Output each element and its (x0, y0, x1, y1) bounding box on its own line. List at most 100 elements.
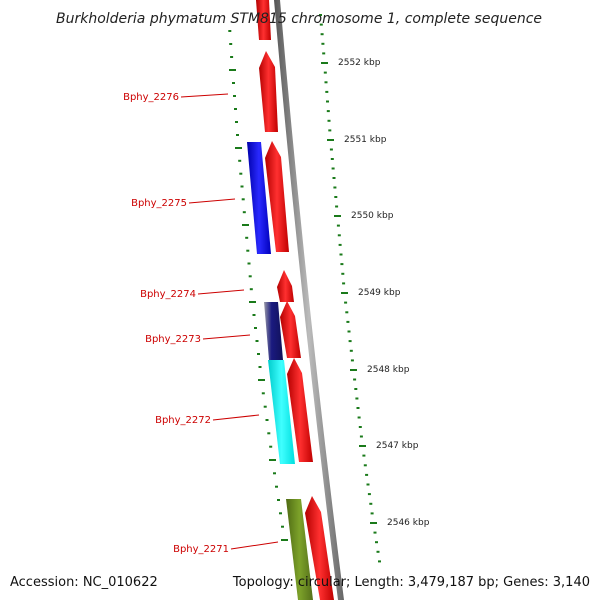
inner-tick-minor (273, 472, 276, 475)
inner-tick-minor (239, 172, 243, 175)
scale-tick-minor (340, 263, 344, 266)
scale-tick-minor (345, 311, 349, 314)
scale-tick-minor (319, 14, 322, 16)
gene-leader-line (188, 198, 236, 204)
chart-title: Burkholderia phymatum STM815 chromosome … (56, 11, 542, 27)
gene-arrow-top-partial (256, 0, 271, 40)
inner-tick-minor (257, 353, 260, 355)
scale-tick-minor (350, 359, 354, 362)
scale-tick-minor (359, 435, 363, 438)
scale-tick-minor (366, 483, 370, 486)
inner-tick-minor (258, 366, 262, 368)
scale-tick-minor (332, 177, 336, 179)
scale-tick-minor (326, 110, 330, 113)
inner-tick-minor (275, 485, 278, 488)
scale-tick-minor (357, 416, 361, 419)
scale-tick-minor (349, 349, 353, 352)
gene-label-bphy-2271[interactable]: Bphy_2271 (173, 544, 229, 555)
scale-tick-major (327, 139, 334, 141)
scale-tick-major (370, 522, 377, 524)
scale-tick-major (321, 62, 328, 64)
scale-tick-minor (319, 23, 323, 26)
scale-tick-minor (347, 330, 351, 333)
inner-tick-minor (269, 445, 273, 448)
inner-tick-minor (242, 211, 246, 214)
gene-bar-navy (264, 302, 283, 360)
accession-text: Accession: NC_010622 (10, 575, 158, 590)
scale-label: 2552 kbp (338, 58, 381, 68)
scale-tick-minor (348, 340, 352, 343)
inner-tick-minor (246, 249, 250, 252)
inner-tick-minor (247, 262, 251, 265)
scale-tick-minor (376, 550, 380, 553)
gene-arrow-bphy-2272-fwd (287, 358, 313, 462)
scale-tick-minor (333, 186, 337, 189)
inner-tick-minor (234, 108, 237, 110)
gene-label-bphy-2275[interactable]: Bphy_2275 (131, 198, 187, 209)
inner-tick-major (258, 379, 265, 381)
scale-tick-minor (334, 196, 338, 198)
inner-tick-minor (277, 499, 280, 501)
scale-tick-minor (325, 90, 329, 93)
inner-tick-minor (229, 43, 233, 45)
scale-tick-minor (331, 167, 335, 170)
scale-tick-minor (321, 42, 325, 45)
scale-tick-major (334, 215, 341, 217)
scale-tick-minor (344, 301, 348, 304)
inner-tick-minor (230, 56, 234, 58)
scale-tick-minor (354, 388, 358, 390)
scale-tick-minor (365, 473, 369, 476)
inner-tick-major (229, 69, 236, 71)
inner-tick-minor (255, 340, 259, 342)
inner-tick-minor (238, 159, 242, 162)
gene-arrow-bphy-2274 (277, 270, 294, 302)
minor-ticks (228, 14, 381, 563)
gene-arrow-bphy-2275-fwd (265, 141, 289, 252)
scale-label: 2551 kbp (344, 135, 387, 145)
inner-tick-minor (233, 95, 236, 97)
gene-label-bphy-2276[interactable]: Bphy_2276 (123, 92, 179, 103)
gene-label-bphy-2272[interactable]: Bphy_2272 (155, 415, 211, 426)
inner-tick-minor (248, 275, 252, 278)
scale-tick-minor (330, 158, 334, 160)
scale-tick-minor (356, 407, 360, 409)
scale-label: 2550 kbp (351, 211, 394, 221)
scale-tick-minor (355, 397, 359, 400)
scale-label: 2547 kbp (376, 441, 419, 451)
gene-label-leaders (180, 93, 279, 550)
scale-tick-minor (323, 71, 327, 74)
gene-leader-line (212, 414, 260, 421)
gene-arrow-bphy-2271-fwd (305, 496, 334, 600)
major-ticks (229, 62, 377, 541)
gene-label-bphy-2273[interactable]: Bphy_2273 (145, 334, 201, 345)
scale-tick-minor (327, 119, 331, 122)
scale-label: 2548 kbp (367, 365, 410, 375)
scale-tick-minor (324, 81, 328, 84)
scale-tick-minor (378, 560, 381, 563)
scale-tick-minor (338, 243, 342, 246)
gene-arrow-bphy-2276 (259, 51, 278, 132)
scale-tick-major (341, 292, 348, 294)
inner-tick-minor (261, 392, 265, 395)
inner-tick-minor (236, 134, 239, 136)
gene-arrow-bphy-2273-fwd (280, 301, 301, 358)
inner-tick-minor (265, 419, 269, 421)
inner-tick-minor (249, 288, 253, 291)
gene-bar-olive (286, 499, 313, 600)
scale-tick-minor (369, 502, 373, 505)
inner-tick-minor (263, 405, 267, 408)
scale-tick-minor (353, 378, 357, 381)
inner-tick-major (269, 459, 276, 461)
scale-tick-minor (362, 454, 366, 457)
scale-label: 2546 kbp (387, 518, 430, 528)
scale-tick-minor (367, 493, 371, 496)
inner-tick-minor (281, 525, 284, 528)
inner-tick-major (281, 539, 288, 541)
scale-tick-minor (342, 282, 346, 285)
scale-tick-major (350, 369, 357, 371)
gene-label-bphy-2274[interactable]: Bphy_2274 (140, 289, 196, 300)
topology-text: Topology: circular; Length: 3,479,187 bp… (232, 575, 590, 590)
scale-tick-minor (370, 512, 374, 515)
scale-tick-minor (337, 234, 341, 237)
